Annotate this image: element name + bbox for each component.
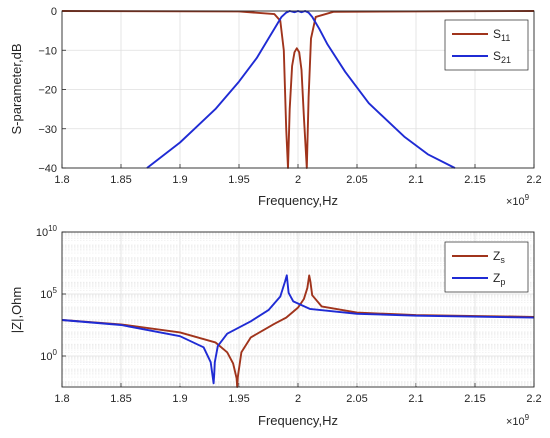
plot-frame [61,231,535,388]
legend-box [444,19,529,71]
x-tick-labels: 1.8 1.85 1.9 1.95 2 2.05 2.1 2.15 2.2 [54,393,541,405]
legend-name-zs: Z [493,249,500,263]
x-exponent-label: ×109 [506,193,530,208]
y-axis-label: S-parameter,dB [9,43,24,134]
legend-sub-zp: p [500,277,505,287]
x-tick-label: 2.05 [346,393,367,405]
x-exponent-label: ×109 [506,413,530,428]
y-tick-exp: 10 [48,224,57,233]
y-tick-label: 100 [40,348,57,363]
y-tick-base: 10 [40,289,52,301]
y-tick-label: 1010 [36,224,58,239]
series-line-zp [61,274,535,385]
x-tick-label: 1.9 [172,174,187,186]
x-exponent-base: ×10 [506,196,525,208]
y-tick-base: 10 [36,227,48,239]
x-axis-label: Frequency,Hz [258,413,338,428]
legend-label-s21: S21 [493,49,511,65]
y-tick-label: 105 [40,286,57,301]
legend-box [444,241,529,293]
impedance-chart: 1.8 1.85 1.9 1.95 2 2.05 2.1 2.15 2.2 1010105100… [9,224,542,428]
x-tick-label: 2.15 [464,393,485,405]
plot-frame [61,10,535,169]
x-tick-label: 1.95 [228,393,249,405]
legend-name-s21: S [493,49,501,63]
legend: S11 S21 [444,19,529,71]
legend: Zs Zp [444,241,529,293]
y-tick-label: 0 [51,6,57,18]
y-tick-label: −30 [38,124,57,136]
x-tick-labels: 1.8 1.85 1.9 1.95 2 2.05 2.1 2.15 2.2 [54,174,541,186]
series-line-s11 [61,10,535,169]
x-tick-label: 2.15 [464,174,485,186]
x-tick-label: 2.2 [526,393,541,405]
x-tick-label: 2.1 [408,174,423,186]
x-tick-label: 1.8 [54,174,69,186]
x-tick-label: 1.85 [110,393,131,405]
s-parameter-chart: 1.8 1.85 1.9 1.95 2 2.05 2.1 2.15 2.2 0 −10 −20 −30… [9,6,542,208]
x-exponent-base: ×10 [506,416,525,428]
x-tick-label: 2 [295,393,301,405]
legend-name-s11: S [493,27,501,41]
x-tick-label: 2.1 [408,393,423,405]
y-tick-labels: 0 −10 −20 −30 −40 [38,6,57,175]
legend-label-zs: Zs [493,249,505,265]
legend-name-zp: Z [493,271,500,285]
y-axis-label: |Z|,Ohm [9,287,24,333]
x-tick-label: 1.8 [54,393,69,405]
x-tick-label: 2.2 [526,174,541,186]
x-tick-label: 2 [295,174,301,186]
x-exponent-power: 9 [525,193,530,202]
legend-label-zp: Zp [493,271,505,287]
y-tick-label: −40 [38,163,57,175]
x-tick-label: 2.05 [346,174,367,186]
y-tick-label: −10 [38,45,57,57]
x-tick-label: 1.95 [228,174,249,186]
x-axis-label: Frequency,Hz [258,193,338,208]
legend-sub-s11: 11 [501,33,510,43]
y-tick-label: −20 [38,85,57,97]
y-tick-base: 10 [40,351,52,363]
legend-label-s11: S11 [493,27,510,43]
x-tick-label: 1.85 [110,174,131,186]
y-tick-exp: 5 [53,286,58,295]
y-tick-exp: 0 [53,348,58,357]
series-group [61,274,535,388]
x-exponent-power: 9 [525,413,530,422]
legend-sub-s21: 21 [501,55,511,65]
x-tick-label: 1.9 [172,393,187,405]
legend-sub-zs: s [500,255,505,265]
series-line-zs [61,274,535,388]
